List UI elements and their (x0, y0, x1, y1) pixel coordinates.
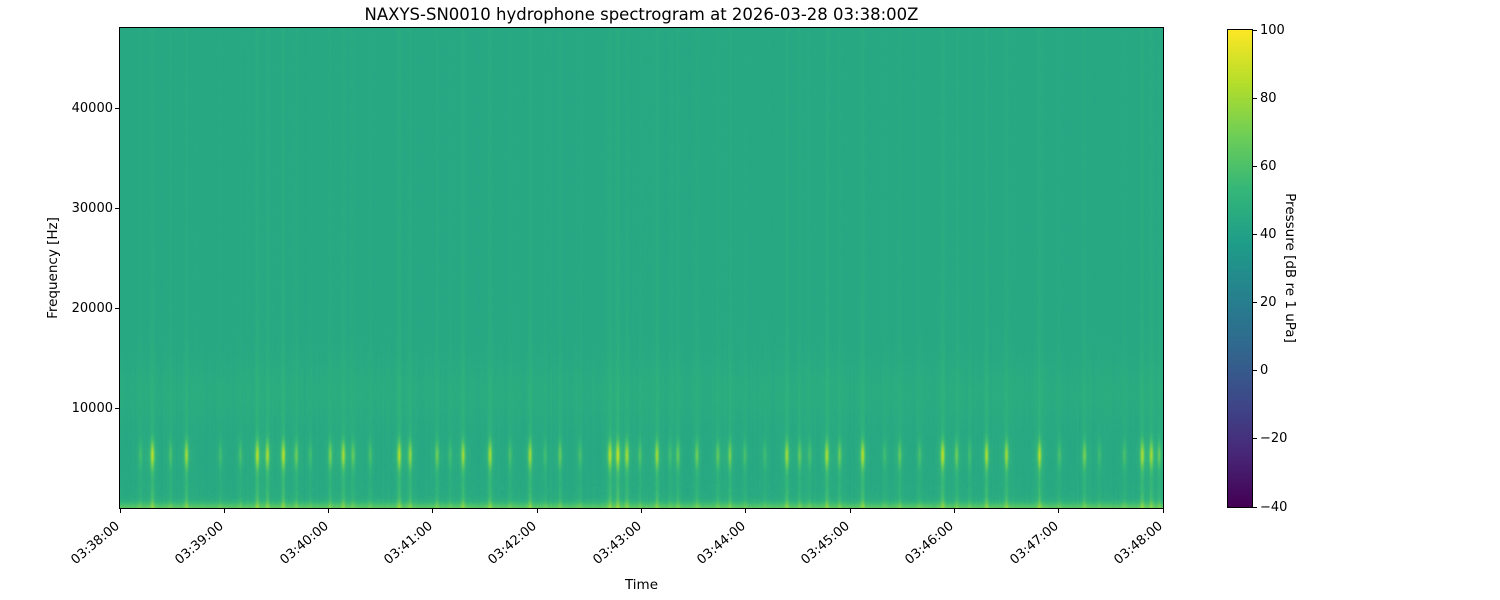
y-tick-mark (115, 307, 119, 309)
y-tick-label: 30000 (71, 200, 113, 216)
colorbar-tick-mark (1253, 370, 1257, 372)
colorbar-tick-label: 0 (1260, 363, 1269, 379)
x-tick-mark (432, 509, 434, 513)
x-tick-mark (536, 509, 538, 513)
colorbar-tick-mark (1253, 302, 1257, 304)
x-tick-mark (953, 509, 955, 513)
chart-title: NAXYS-SN0010 hydrophone spectrogram at 2… (364, 5, 919, 24)
colorbar-tick-mark (1253, 438, 1257, 440)
colorbar (1227, 29, 1253, 508)
y-tick-label: 10000 (71, 400, 113, 416)
spectrogram-plot-area (119, 27, 1164, 509)
colorbar-gradient (1228, 30, 1252, 507)
x-tick-mark (223, 509, 225, 513)
colorbar-tick-label: 20 (1260, 295, 1277, 311)
colorbar-tick-mark (1253, 233, 1257, 235)
y-tick-mark (115, 107, 119, 109)
colorbar-tick-mark (1253, 97, 1257, 99)
colorbar-tick-label: 60 (1260, 158, 1277, 174)
x-axis-label: Time (624, 577, 659, 593)
colorbar-label: Pressure [dB re 1 uPa] (1282, 193, 1298, 343)
x-tick-label: 03:38:00 (68, 518, 123, 568)
y-tick-mark (115, 407, 119, 409)
y-tick-label: 20000 (71, 300, 113, 316)
x-tick-mark (328, 509, 330, 513)
x-tick-mark (849, 509, 851, 513)
x-tick-mark (1162, 509, 1164, 513)
colorbar-tick-mark (1253, 506, 1257, 508)
y-tick-mark (115, 207, 119, 209)
colorbar-tick-label: −20 (1260, 431, 1288, 447)
colorbar-tick-mark (1253, 29, 1257, 31)
colorbar-tick-label: −40 (1260, 499, 1288, 515)
y-tick-label: 40000 (71, 100, 113, 116)
x-tick-mark (119, 509, 121, 513)
colorbar-tick-label: 80 (1260, 90, 1277, 106)
colorbar-tick-mark (1253, 165, 1257, 167)
x-tick-mark (641, 509, 642, 513)
colorbar-tick-label: 40 (1260, 226, 1277, 242)
colorbar-tick-label: 100 (1260, 22, 1285, 38)
x-tick-mark (1058, 509, 1060, 513)
x-tick-mark (745, 509, 747, 513)
spectrogram-heatmap (120, 28, 1163, 508)
